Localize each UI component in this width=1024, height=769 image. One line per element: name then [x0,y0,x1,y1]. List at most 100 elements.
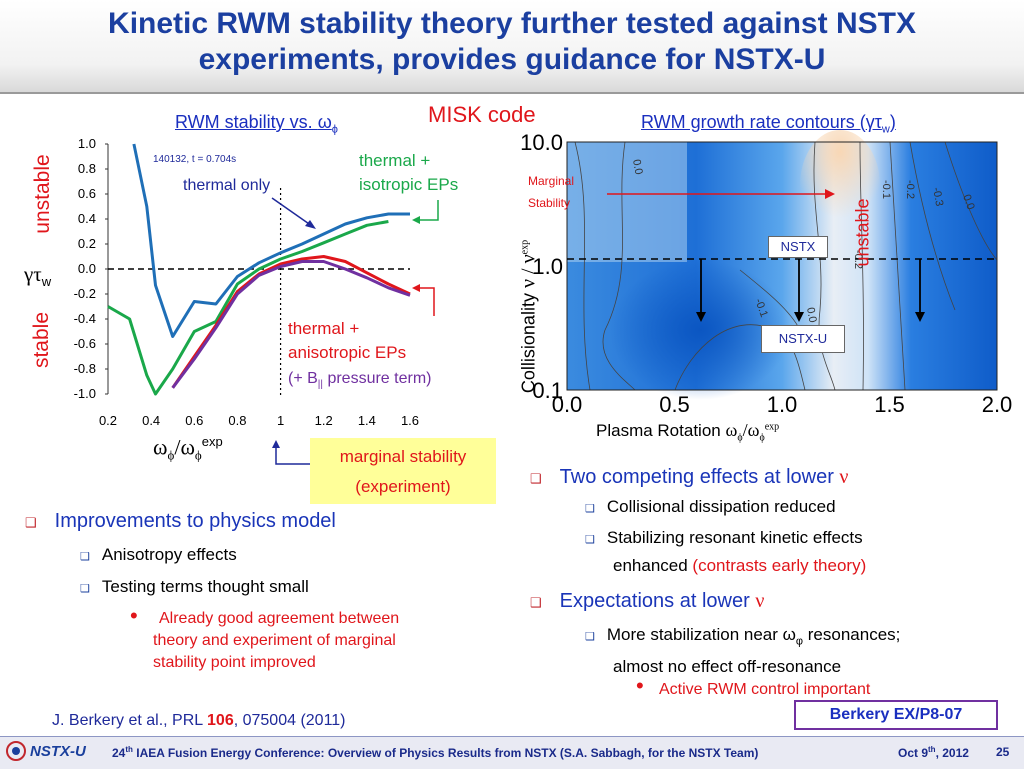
right-plot-header-close: ) [889,112,896,132]
bullet-sub-anisotropy: ❑ Anisotropy effects [80,545,237,564]
gamma-tau-symbol: γτ [865,112,882,132]
x-tick-label: 1.2 [315,413,333,428]
x-tick-label: 0.6 [185,413,203,428]
y-tick-label: 0.6 [78,186,96,201]
series-line-1 [132,143,410,338]
x-tick-label: 0.4 [142,413,160,428]
heatmap-light-region [567,142,687,262]
phi-subscript: ϕ [331,123,338,136]
square-bullet-icon: ❑ [80,551,90,563]
footer-conference: 24th IAEA Fusion Energy Conference: Over… [112,745,759,760]
y-tick-label: 0.8 [78,161,96,176]
contour-label: 0.0 [630,158,644,175]
nstx-arrowhead-1 [696,312,706,322]
marginal-stability-box: marginal stability (experiment) [310,438,496,504]
title-bar [0,0,1024,94]
y-tick-label: 0.4 [78,211,96,226]
thermal-aniso-annotation-1: thermal + [288,319,359,338]
bullet-subsub-control: Active RWM control important [659,681,871,698]
thermal-iso-arrowhead [412,216,420,224]
marginal-stability-arrowhead [825,189,835,199]
nstx-label: NSTX [768,236,828,258]
y-tick-label: 1.0 [78,138,96,151]
right-plot-header: RWM growth rate contours (γτw) [641,112,896,136]
y-tick-label: -0.2 [74,286,96,301]
right-plot-header-text: RWM growth rate contours ( [641,112,866,132]
contour-line [909,141,956,311]
y-tick-label: 0.2 [78,236,96,251]
nstx-u-label: NSTX-U [761,325,845,353]
thermal-only-arrowhead [305,220,316,229]
x-tick-label: 2.0 [982,392,1013,417]
collisionality-ylabel: Collisionality ν / νexp [517,239,540,394]
page-title-line-1: Kinetic RWM stability theory further tes… [108,7,916,40]
series-line-4 [171,260,411,389]
footer-date: Oct 9th, 2012 [898,745,969,760]
contour-line [944,141,998,261]
thermal-iso-annotation-1: thermal + [359,151,430,170]
thermal-only-annotation: thermal only [183,177,270,194]
square-bullet-icon: ❑ [25,515,37,530]
page-number: 25 [996,745,1010,759]
omega-symbol: ω [317,112,332,132]
y-tick-label: 1.0 [532,254,563,279]
contour-line [739,269,801,331]
bullet-main-competing: ❑ Two competing effects at lower ν [530,466,849,488]
bullet-sub-testing: ❑ Testing terms thought small [80,577,309,596]
contour-labels: 0.0-0.1 -0.2 -0.3 0.0-0.2-0.1 0.0 [630,158,977,323]
contour-label: -0.1 [880,180,892,199]
heatmap-frame [566,141,998,391]
paper-id-box: Berkery EX/P8-07 [794,700,998,730]
contour-line [889,141,906,391]
x-tick-label: 0.2 [99,413,117,428]
y-tick-labels: 1.0 0.8 0.6 0.4 0.2 0.0 -0.2 -0.4 -0.6 -0.8 -1.0 [74,138,108,401]
y-tick-label: -0.4 [74,311,96,326]
thermal-only-arrow [271,197,313,227]
square-bullet-icon: ❑ [530,471,542,486]
x-tick-label: 1.5 [874,392,905,417]
x-tick-labels: 0.2 0.4 0.6 0.8 1 1.2 1.4 1.6 [99,413,419,428]
nstx-logo-text: NSTX-U [30,743,86,760]
stable-ylabel: stable [30,311,53,369]
bullet-subsub-agreement: Already good agreement between theory an… [153,610,400,671]
x-tick-label: 0.0 [552,392,583,417]
thermal-iso-arrow [418,200,439,221]
w-subscript: w [881,123,890,136]
unstable-ylabel: unstable [31,154,54,234]
y-tick-label: 0.0 [78,261,96,276]
plasma-rotation-xlabel: Plasma Rotation ωϕ/ωϕexp [596,420,780,444]
right-contour-chart: 0.0-0.1 -0.2 -0.3 0.0-0.2-0.1 0.0 10.01.00.1… [520,130,1013,417]
square-bullet-icon: ❑ [530,595,542,610]
nstx-arrowhead-3 [915,312,925,322]
y-tick-labels: 10.0 1.0 0.1 [520,130,563,403]
dot-bullet-icon: • [130,603,138,628]
left-stability-chart: 1.0 0.8 0.6 0.4 0.2 0.0 -0.2 -0.4 -0.6 -0.8 -1.0 0… [74,138,458,465]
contour-line [574,141,591,391]
nstx-logo-icon [6,741,26,761]
square-bullet-icon: ❑ [585,631,595,643]
marginal-arrowhead [272,440,280,448]
thermal-aniso-annotation-3: (+ B|| pressure term) [288,370,431,390]
left-plot-header: RWM stability vs. ωϕ [175,112,338,136]
marginal-arrow [275,446,310,465]
heatmap-deep-region [610,260,790,400]
left-xlabel: ωϕ/ωϕexp [153,434,223,463]
nstx-arrowhead-2 [794,312,804,322]
thermal-aniso-annotation-2: anisotropic EPs [288,343,406,362]
y-tick-label: 10.0 [520,130,563,155]
bullet-main-improvements: ❑ Improvements to physics model [25,510,336,532]
misk-code-label: MISK code [428,102,536,127]
contour-label: -0.2 [904,180,916,199]
bullet-main-expectations: ❑ Expectations at lower ν [530,590,765,612]
right-unstable-label: unstable [852,198,873,267]
square-bullet-icon: ❑ [585,503,595,515]
page-title-line-2: experiments, provides guidance for NSTX-… [198,43,826,76]
series-lines [107,143,411,396]
shot-label: 140132, t = 0.704s [153,154,236,165]
x-tick-label: 0.5 [659,392,690,417]
square-bullet-icon: ❑ [80,583,90,595]
x-tick-label: 1.4 [358,413,376,428]
footer-bar [0,736,1024,769]
bullet-sub-collisional: ❑ Collisional dissipation reduced [585,497,836,516]
y-tick-label: -1.0 [74,386,96,401]
